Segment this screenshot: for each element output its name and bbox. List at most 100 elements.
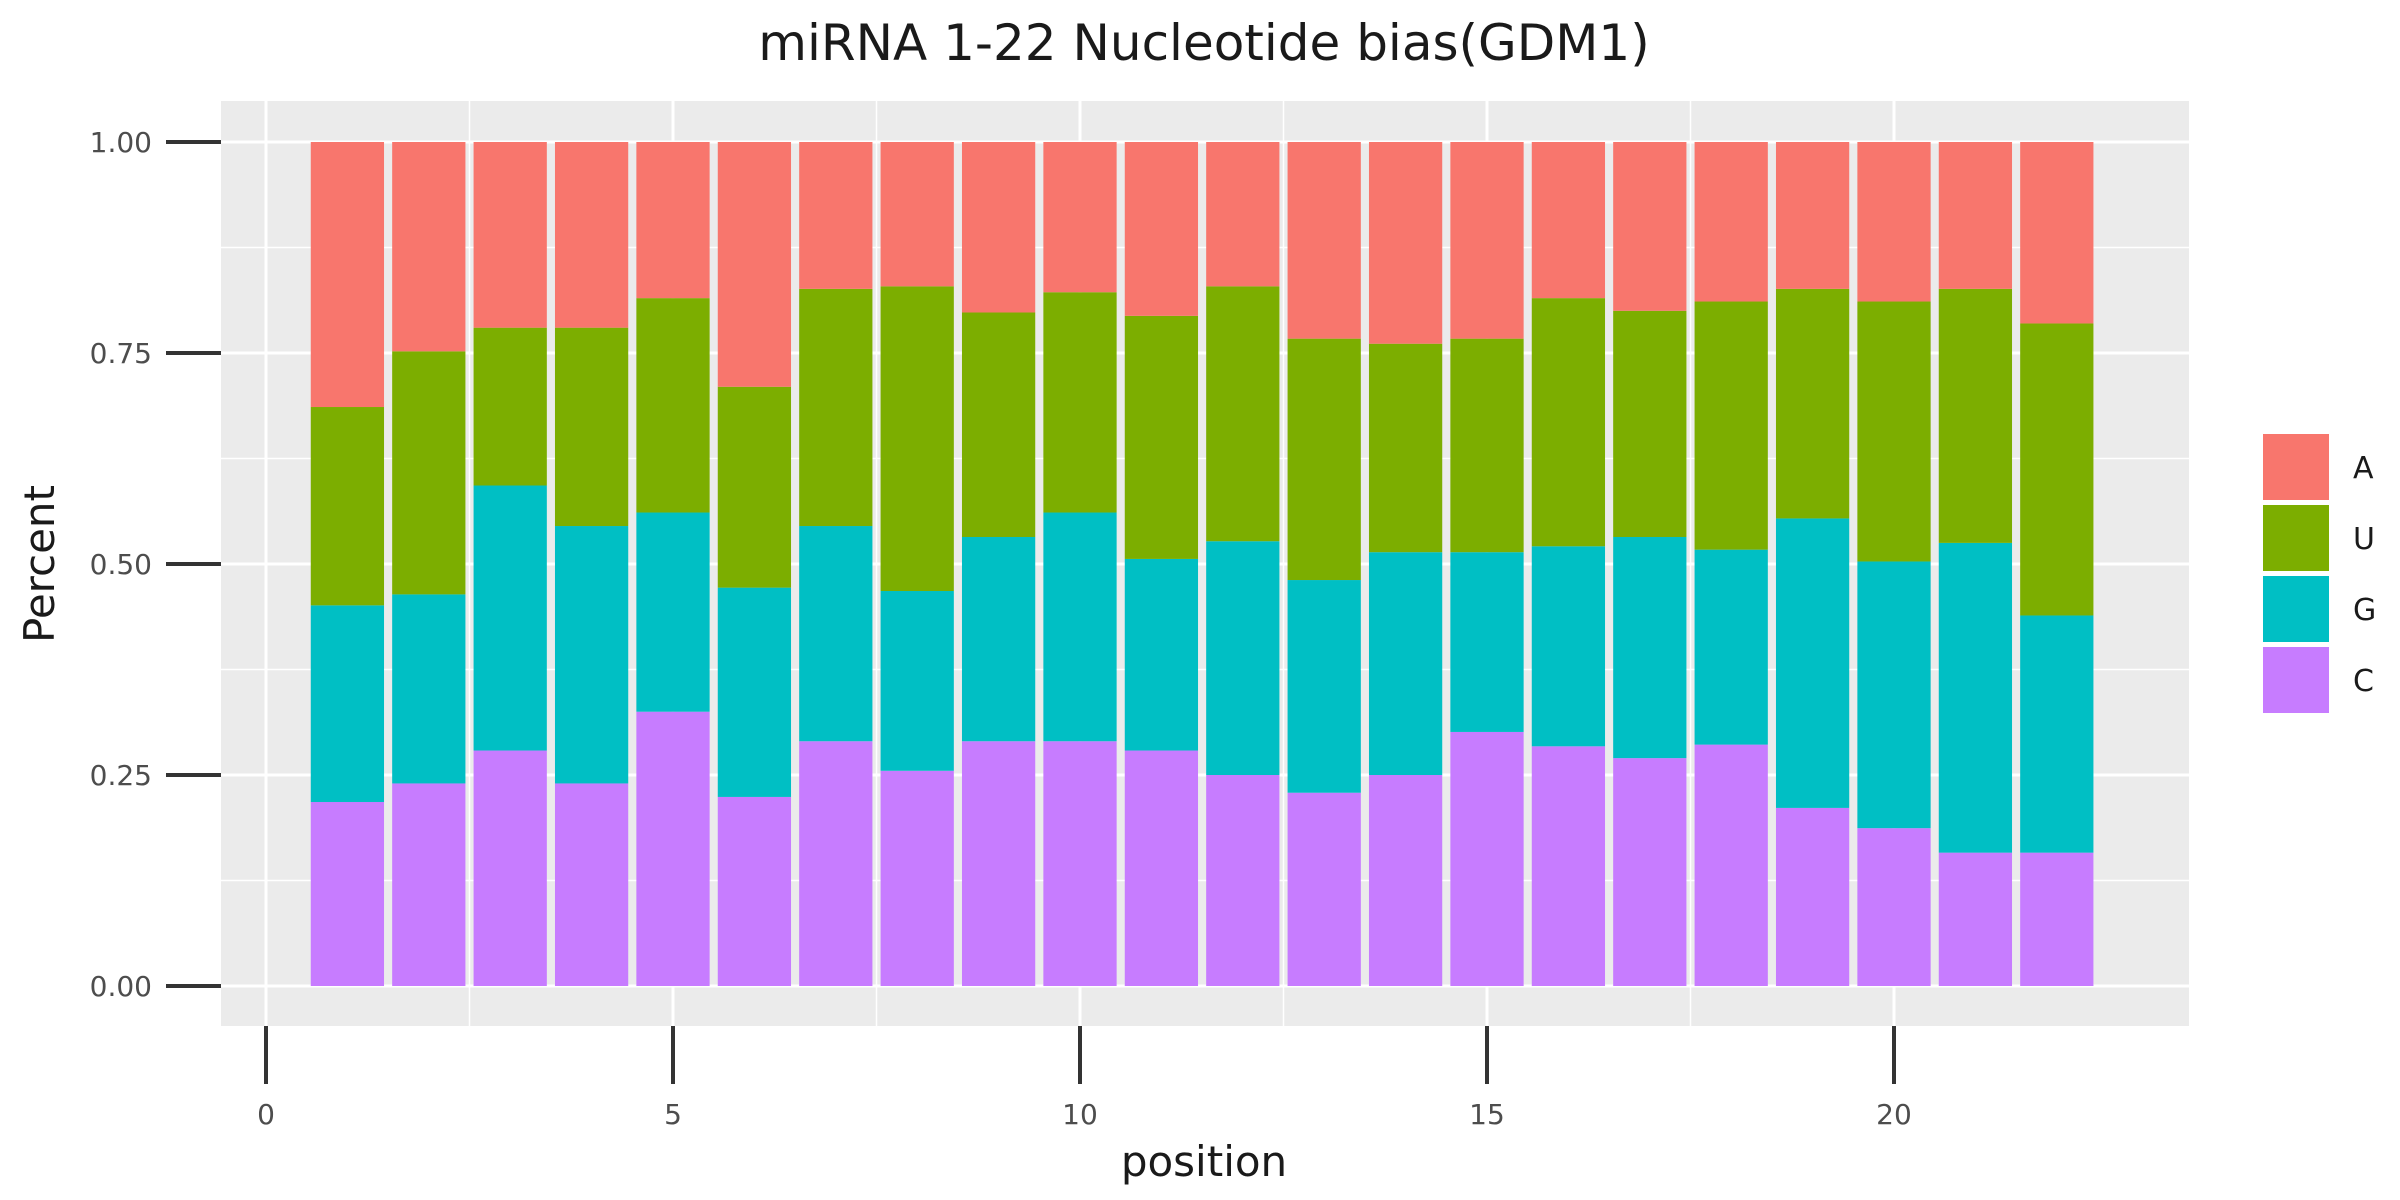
y-tick-label: 0.75 bbox=[90, 337, 152, 370]
bar-segment-A-pos1 bbox=[310, 142, 385, 408]
bar-segment-A-pos12 bbox=[1206, 142, 1280, 287]
bar-segment-A-pos11 bbox=[1124, 142, 1199, 316]
bar-segment-A-pos15 bbox=[1450, 142, 1524, 339]
bar-segment-U-pos17 bbox=[1613, 310, 1687, 537]
bar-segment-C-pos1 bbox=[310, 802, 385, 986]
legend-key-C bbox=[2261, 645, 2331, 715]
bar-segment-A-pos18 bbox=[1694, 142, 1768, 302]
bar-segment-G-pos17 bbox=[1613, 536, 1687, 759]
bar-segment-A-pos17 bbox=[1613, 142, 1687, 311]
bar-segment-C-pos20 bbox=[1857, 828, 1931, 986]
legend-label-U: U bbox=[2353, 522, 2375, 557]
bar-segment-U-pos9 bbox=[961, 312, 1036, 537]
bar-segment-U-pos5 bbox=[636, 298, 710, 513]
bar-segment-G-pos6 bbox=[717, 587, 792, 797]
bar-segment-U-pos20 bbox=[1857, 301, 1931, 562]
bar-segment-U-pos2 bbox=[392, 351, 466, 595]
bar-segment-G-pos21 bbox=[1938, 542, 2013, 853]
bar-segment-A-pos9 bbox=[961, 142, 1036, 313]
bar-segment-A-pos5 bbox=[636, 142, 710, 299]
y-tick-label: 0.50 bbox=[90, 548, 152, 581]
bar-segment-A-pos2 bbox=[392, 142, 466, 352]
legend-key-U bbox=[2261, 503, 2331, 573]
y-tick-label: 1.00 bbox=[90, 126, 152, 159]
legend-label-G: G bbox=[2353, 593, 2376, 628]
bar-segment-U-pos22 bbox=[2020, 323, 2094, 616]
bar-segment-G-pos22 bbox=[2020, 615, 2094, 853]
bar-segment-A-pos4 bbox=[554, 142, 629, 328]
bar-segment-C-pos22 bbox=[2020, 852, 2094, 986]
y-axis-title: Percent bbox=[15, 485, 64, 643]
bar-segment-C-pos18 bbox=[1694, 744, 1768, 986]
bar-segment-A-pos22 bbox=[2020, 142, 2094, 324]
bar-segment-C-pos10 bbox=[1043, 741, 1117, 986]
bar-segment-U-pos11 bbox=[1124, 315, 1199, 559]
bar-segment-G-pos10 bbox=[1043, 512, 1117, 742]
legend-key-G bbox=[2261, 574, 2331, 644]
bar-segment-C-pos6 bbox=[717, 796, 792, 986]
x-axis-title: position bbox=[1121, 1137, 1287, 1186]
bar-segment-C-pos4 bbox=[554, 783, 629, 986]
bar-segment-G-pos18 bbox=[1694, 549, 1768, 745]
bar-segment-G-pos19 bbox=[1775, 518, 1850, 808]
legend-label-A: A bbox=[2353, 451, 2374, 486]
x-tick-label: 5 bbox=[664, 1098, 682, 1131]
bar-segment-G-pos9 bbox=[961, 536, 1036, 742]
bar-segment-A-pos20 bbox=[1857, 142, 1931, 302]
bar-segment-A-pos7 bbox=[799, 142, 873, 289]
bar-segment-G-pos13 bbox=[1287, 580, 1361, 793]
bar-segment-G-pos3 bbox=[473, 485, 547, 751]
bar-segment-U-pos4 bbox=[554, 327, 629, 527]
bar-segment-G-pos20 bbox=[1857, 561, 1931, 829]
bar-segment-A-pos13 bbox=[1287, 142, 1361, 339]
bar-segment-C-pos2 bbox=[392, 783, 466, 986]
bar-segment-G-pos5 bbox=[636, 512, 710, 712]
y-tick-label: 0.25 bbox=[90, 759, 152, 792]
bar-segment-C-pos16 bbox=[1531, 746, 1606, 986]
bar-segment-G-pos8 bbox=[880, 591, 954, 771]
bar-segment-A-pos21 bbox=[1938, 142, 2013, 289]
bar-segment-G-pos2 bbox=[392, 594, 466, 784]
bar-segment-U-pos19 bbox=[1775, 288, 1850, 519]
bar-segment-U-pos15 bbox=[1450, 338, 1524, 553]
bar-segment-C-pos21 bbox=[1938, 852, 2013, 986]
bar-segment-U-pos1 bbox=[310, 407, 385, 606]
bar-segment-G-pos11 bbox=[1124, 558, 1199, 751]
bar-segment-A-pos6 bbox=[717, 142, 792, 387]
bar-segment-U-pos6 bbox=[717, 386, 792, 588]
bar-segment-G-pos1 bbox=[310, 605, 385, 803]
bar-segment-C-pos12 bbox=[1206, 775, 1280, 986]
bar-segment-C-pos15 bbox=[1450, 731, 1524, 986]
bar-segment-U-pos12 bbox=[1206, 286, 1280, 542]
bar-segment-G-pos12 bbox=[1206, 541, 1280, 775]
bar-segment-U-pos18 bbox=[1694, 301, 1768, 550]
bar-segment-A-pos16 bbox=[1531, 142, 1606, 299]
x-tick-label: 10 bbox=[1062, 1098, 1098, 1131]
bar-segment-C-pos17 bbox=[1613, 758, 1687, 986]
bar-segment-G-pos16 bbox=[1531, 546, 1606, 747]
x-tick-label: 20 bbox=[1876, 1098, 1912, 1131]
bar-segment-C-pos13 bbox=[1287, 792, 1361, 986]
bar-segment-U-pos7 bbox=[799, 288, 873, 527]
bar-segment-U-pos21 bbox=[1938, 288, 2013, 543]
chart-title: miRNA 1-22 Nucleotide bias(GDM1) bbox=[758, 14, 1649, 72]
bar-segment-C-pos3 bbox=[473, 750, 547, 986]
bar-segment-G-pos14 bbox=[1368, 552, 1443, 775]
legend-label-C: C bbox=[2353, 664, 2374, 699]
bar-segment-C-pos7 bbox=[799, 741, 873, 986]
bar-segment-G-pos4 bbox=[554, 526, 629, 784]
y-tick-label: 0.00 bbox=[90, 970, 152, 1003]
bar-segment-A-pos8 bbox=[880, 142, 954, 287]
bar-segment-U-pos3 bbox=[473, 327, 547, 486]
bar-segment-U-pos13 bbox=[1287, 338, 1361, 581]
bar-segment-U-pos10 bbox=[1043, 292, 1117, 513]
x-tick-label: 15 bbox=[1469, 1098, 1505, 1131]
bar-segment-C-pos11 bbox=[1124, 750, 1199, 986]
bar-segment-C-pos9 bbox=[961, 741, 1036, 986]
bar-segment-A-pos19 bbox=[1775, 142, 1850, 289]
bar-segment-C-pos8 bbox=[880, 770, 954, 986]
x-tick-label: 0 bbox=[257, 1098, 275, 1131]
bar-segment-U-pos8 bbox=[880, 286, 954, 592]
bar-segment-C-pos5 bbox=[636, 711, 710, 986]
